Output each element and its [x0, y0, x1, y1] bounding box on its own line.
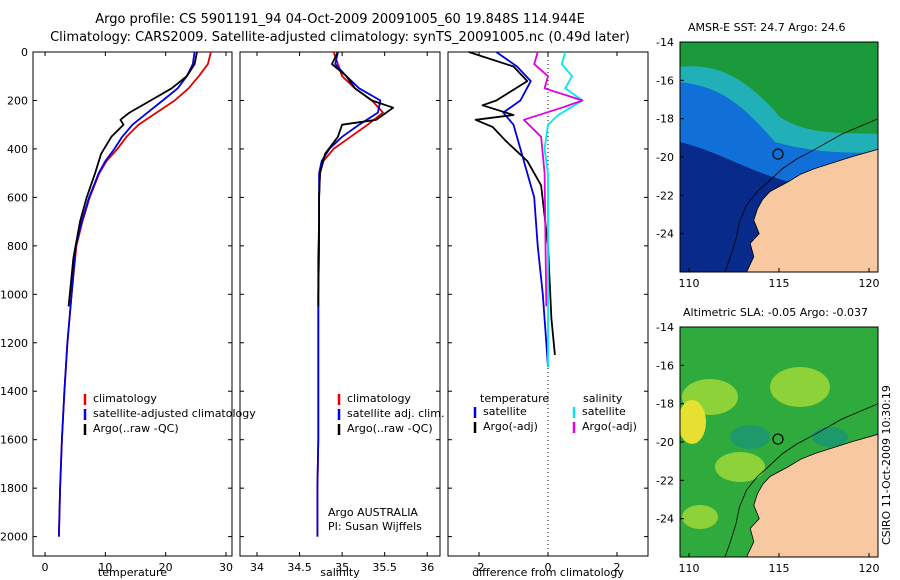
sst-map-field — [680, 42, 878, 272]
temperature-legend-item-label: satellite-adjusted climatology — [93, 407, 256, 420]
temperature-xlabel: temperature — [98, 566, 167, 579]
salinity-plot-frame — [239, 51, 441, 557]
sla-low-patch — [812, 427, 848, 447]
temperature-legend-item-label: climatology — [93, 392, 157, 405]
sla-map-ytick-label: -22 — [656, 474, 674, 487]
sst-map-xtick-label: 120 — [859, 277, 880, 290]
salinity-xlabel: salinity — [320, 566, 360, 579]
sst-map-ytick-label: -22 — [656, 189, 674, 202]
depth-tick-label: 1200 — [0, 337, 28, 350]
sla-low-patch — [730, 425, 770, 449]
sla-map-ytick-label: -24 — [656, 513, 674, 526]
diff-legend-sal-argo-label: Argo(-adj) — [582, 420, 637, 433]
sst-map-ytick-label: -14 — [656, 36, 674, 49]
salinity-xtick-label: 35.5 — [372, 561, 397, 574]
diff-legend-temp-argo-label: Argo(-adj) — [483, 420, 538, 433]
sla-map-ytick-label: -16 — [656, 359, 674, 372]
difference-xlabel: difference from climatology — [472, 566, 624, 579]
sst-map-land — [746, 148, 878, 272]
difference-series-0 — [495, 51, 549, 368]
salinity-xtick-label: 34.5 — [287, 561, 312, 574]
sla-high-patch — [770, 367, 830, 407]
sla-map-xtick-label: 120 — [859, 562, 880, 575]
depth-tick-label: 2000 — [0, 531, 28, 544]
depth-tick-label: 1000 — [0, 288, 28, 301]
diff-legend-sal-satellite-label: satellite — [582, 405, 626, 418]
sla-map-ytick-label: -14 — [656, 321, 674, 334]
sst-map-xtick-label: 110 — [679, 277, 700, 290]
sla-map-xtick-label: 110 — [679, 562, 700, 575]
temperature-series-2 — [67, 51, 198, 307]
difference-series-1 — [468, 51, 556, 355]
sla-high-patch — [682, 505, 718, 529]
salinity-xtick-label: 34 — [250, 561, 264, 574]
difference-xtick-label: -2 — [474, 561, 485, 574]
figure-title-line-2: Climatology: CARS2009. Satellite-adjuste… — [50, 30, 630, 45]
sst-map-depth-contour — [724, 118, 878, 272]
salinity-legend-item-label: satellite adj. clim. — [347, 407, 444, 420]
salinity-xtick-label: 35 — [335, 561, 349, 574]
sla-peak-patch — [680, 400, 706, 444]
sla-map-title: Altimetric SLA: -0.05 Argo: -0.037 — [683, 306, 868, 319]
sst-map-ytick-label: -16 — [656, 74, 674, 87]
temperature-legend-item-label: Argo(..raw -QC) — [93, 422, 179, 435]
salinity-series-1 — [316, 51, 382, 537]
salinity-legend-item-label: Argo(..raw -QC) — [347, 422, 433, 435]
difference-xtick-label: 0 — [545, 561, 552, 574]
sla-map-depth-contour — [724, 403, 878, 557]
temperature-plot-frame — [32, 51, 233, 557]
sla-map-land — [746, 433, 878, 557]
sla-map-field — [680, 327, 878, 557]
difference-series-3 — [523, 51, 584, 307]
depth-tick-label: 200 — [7, 94, 28, 107]
sla-map-xtick-label: 115 — [769, 562, 790, 575]
sla-map-float-marker — [772, 433, 784, 445]
salinity-series-2 — [317, 51, 395, 307]
temperature-xtick-label: 20 — [159, 561, 173, 574]
temperature-xtick-label: 0 — [42, 561, 49, 574]
depth-tick-label: 400 — [7, 143, 28, 156]
depth-tick-label: 600 — [7, 191, 28, 204]
sst-map-group — [679, 41, 879, 273]
sla-map-group — [679, 326, 879, 558]
salinity-legend-item-label: climatology — [347, 392, 411, 405]
sst-map-float-marker — [772, 148, 784, 160]
temperature-xtick-label: 30 — [219, 561, 233, 574]
diff-legend-temp-satellite-label: satellite — [483, 405, 527, 418]
depth-tick-label: 0 — [21, 46, 28, 59]
sla-map-ytick-label: -18 — [656, 398, 674, 411]
float-annotation: PI: Susan Wijffels — [328, 520, 422, 533]
depth-tick-label: 1400 — [0, 385, 28, 398]
sst-map-title: AMSR-E SST: 24.7 Argo: 24.6 — [688, 21, 846, 34]
sst-map-ytick-label: -24 — [656, 228, 674, 241]
float-annotation: Argo AUSTRALIA — [328, 506, 418, 519]
sla-map-ytick-label: -20 — [656, 436, 674, 449]
depth-tick-label: 800 — [7, 240, 28, 253]
depth-tick-label: 1600 — [0, 434, 28, 447]
depth-tick-label: 1800 — [0, 482, 28, 495]
sst-map-ytick-label: -18 — [656, 113, 674, 126]
sst-map-xtick-label: 115 — [769, 277, 790, 290]
diff-legend-title-salinity: salinity — [583, 392, 623, 405]
figure-title-line-1: Argo profile: CS 5901191_94 04-Oct-2009 … — [95, 12, 585, 27]
temperature-series-1 — [58, 51, 196, 537]
difference-series-2 — [543, 51, 584, 367]
diff-legend-title-temperature: temperature — [480, 392, 549, 405]
sst-map-ytick-label: -20 — [656, 151, 674, 164]
salinity-xtick-label: 36 — [420, 561, 434, 574]
sla-high-patch — [715, 452, 765, 482]
temperature-xtick-label: 10 — [98, 561, 112, 574]
difference-xtick-label: 2 — [613, 561, 620, 574]
